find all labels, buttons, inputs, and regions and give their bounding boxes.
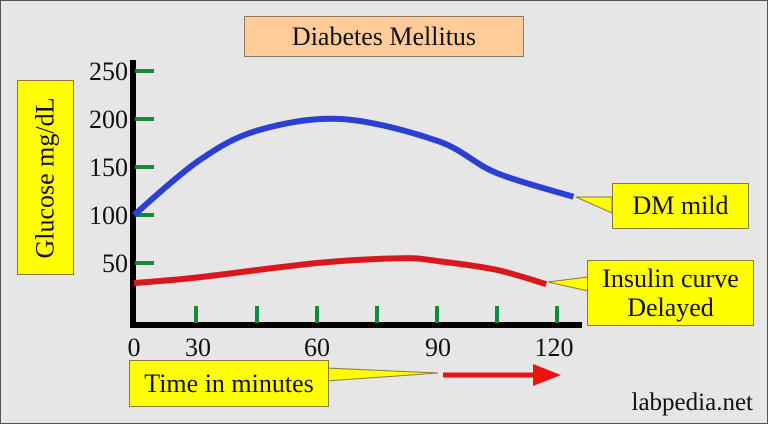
x-tick-label: 90 — [425, 333, 451, 362]
legend-dm-mild: DM mild — [612, 183, 749, 229]
legend-insulin-curve: Insulin curve Delayed — [587, 260, 754, 326]
x-axis-label: Time in minutes — [129, 360, 329, 407]
series-line-insulin — [133, 255, 548, 288]
watermark-credit: labpedia.net — [631, 389, 753, 416]
y-tick-label: 250 — [89, 57, 128, 86]
y-tick-label: 200 — [89, 105, 128, 134]
legend-insulin-line2: Delayed — [627, 293, 714, 322]
chart-title: Diabetes Mellitus — [244, 16, 524, 57]
x-tick-label: 30 — [185, 333, 211, 362]
x-tick-label: 0 — [128, 333, 141, 362]
y-axis-label-box: Glucose mg/dL — [17, 80, 74, 275]
legend-insulin-line1: Insulin curve — [602, 264, 739, 293]
callout-pointer-time — [325, 367, 439, 382]
y-axis-label: Glucose mg/dL — [30, 96, 60, 259]
callout-pointer-dm — [575, 196, 613, 214]
y-tick-label: 100 — [89, 201, 128, 230]
y-tick-label: 150 — [89, 153, 128, 182]
x-tick-label: 120 — [535, 333, 574, 362]
callout-pointer-insulin — [547, 276, 589, 292]
time-arrow-head — [533, 364, 561, 386]
series-line-dm-mild — [132, 115, 575, 218]
y-tick-label: 50 — [102, 249, 128, 278]
x-tick-label: 60 — [304, 333, 330, 362]
